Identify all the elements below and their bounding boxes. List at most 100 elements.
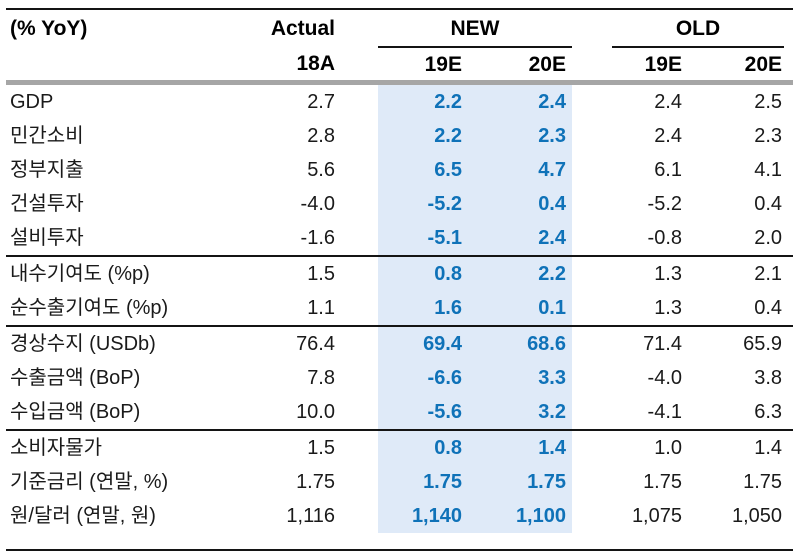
cell-new-19e: 0.8 <box>378 429 466 465</box>
cell-old-20e: 1.4 <box>684 429 785 465</box>
col-header-old-19e: 19E <box>612 47 684 85</box>
row-label: 설비투자 <box>10 227 84 249</box>
cell-old-20e: 1,050 <box>731 505 783 527</box>
cell-new-19e: 1.75 <box>378 465 466 499</box>
spacer <box>784 361 793 395</box>
spacer <box>572 221 612 256</box>
table-row: 순수출기여도 (%p) 1.1 1.6 0.1 1.3 0.4 <box>6 291 793 326</box>
cell-new-20e: 0.1 <box>466 291 572 326</box>
spacer <box>784 9 793 47</box>
cell-actual-18a: 1.75 <box>296 471 335 493</box>
cell-old-19e: 1,075 <box>631 505 682 527</box>
spacer <box>343 119 378 153</box>
cell-actual-18a: 2.7 <box>307 91 335 113</box>
table-row: GDP 2.7 2.2 2.4 2.4 2.5 <box>6 82 793 120</box>
cell-new-20e: 68.6 <box>466 325 572 361</box>
table-row: 건설투자 -4.0 -5.2 0.4 -5.2 0.4 <box>6 187 793 221</box>
cell-actual-18a: 10.0 <box>296 401 335 423</box>
forecast-table: (% YoY) Actual NEW OLD 18A 19E 20E 19E 2… <box>6 8 794 551</box>
cell-actual-18a: 1.5 <box>246 429 343 465</box>
spacer <box>784 429 794 465</box>
row-label: 수입금액 (BoP) <box>10 401 141 423</box>
spacer <box>343 187 378 221</box>
spacer <box>343 361 378 395</box>
spacer <box>572 465 612 499</box>
cell-new-19e: 0.8 <box>378 255 466 291</box>
cell-old-19e: -5.2 <box>647 193 682 215</box>
spacer <box>572 83 612 120</box>
cell-new-20e: 1.75 <box>466 465 572 499</box>
table-row: 정부지출 5.6 6.5 4.7 6.1 4.1 <box>6 153 793 187</box>
cell-actual-18a: 1,116 <box>286 505 335 527</box>
cell-new-19e: -6.6 <box>378 361 466 395</box>
cell-old-19e: -4.0 <box>647 367 682 389</box>
spacer <box>572 291 612 326</box>
table-bottom-rule <box>6 533 793 551</box>
cell-old-20e: 0.4 <box>754 193 783 215</box>
cell-old-19e: 2.4 <box>654 91 682 113</box>
row-label: 민간소비 <box>10 125 84 147</box>
spacer <box>572 255 612 291</box>
spacer <box>343 325 378 361</box>
spacer <box>784 395 793 430</box>
spacer <box>784 465 793 499</box>
spacer <box>572 325 612 361</box>
col-header-new-19e: 19E <box>378 47 466 85</box>
table-row: 수출금액 (BoP) 7.8 -6.6 3.3 -4.0 3.8 <box>6 361 793 395</box>
row-label: 원/달러 (연말, 원) <box>10 505 156 527</box>
spacer <box>784 221 793 256</box>
cell-actual-18a: -4.0 <box>300 193 335 215</box>
cell-old-19e: 1.0 <box>612 429 684 465</box>
cell-new-19e: -5.1 <box>378 221 466 256</box>
cell-old-19e: 1.3 <box>612 255 684 291</box>
table-row: 기준금리 (연말, %) 1.75 1.75 1.75 1.75 1.75 <box>6 465 793 499</box>
row-label: 기준금리 (연말, %) <box>10 471 169 493</box>
spacer <box>784 255 794 291</box>
spacer <box>572 153 612 187</box>
empty-header-cell <box>6 47 246 85</box>
spacer <box>572 47 612 85</box>
economic-forecast-table: (% YoY) Actual NEW OLD 18A 19E 20E 19E 2… <box>6 8 794 533</box>
col-group-old: OLD <box>612 9 785 48</box>
cell-new-20e: 4.7 <box>466 153 572 187</box>
col-group-actual: Actual <box>270 17 335 40</box>
cell-new-20e: 3.2 <box>466 395 572 430</box>
cell-new-19e: 69.4 <box>378 325 466 361</box>
spacer <box>343 499 378 533</box>
cell-new-20e: 0.4 <box>466 187 572 221</box>
cell-old-20e: 2.0 <box>754 227 783 249</box>
cell-old-19e: -0.8 <box>647 227 682 249</box>
table-body: GDP 2.7 2.2 2.4 2.4 2.5 민간소비 2.8 2.2 2.3… <box>6 82 794 533</box>
cell-old-20e: 65.9 <box>684 325 785 361</box>
cell-new-20e: 1,100 <box>466 499 572 533</box>
cell-old-19e: 6.1 <box>654 159 682 181</box>
spacer <box>343 465 378 499</box>
cell-old-20e: 0.4 <box>754 297 783 319</box>
cell-old-19e: 71.4 <box>612 325 684 361</box>
row-label: 순수출기여도 (%p) <box>10 297 169 319</box>
cell-old-20e: 1.75 <box>743 471 783 493</box>
col-header-new-20e: 20E <box>466 47 572 85</box>
spacer <box>572 429 612 465</box>
spacer <box>572 119 612 153</box>
cell-new-19e: 2.2 <box>378 82 466 119</box>
col-group-new: NEW <box>378 9 572 48</box>
cell-old-20e: 2.3 <box>754 125 783 147</box>
cell-old-20e: 2.1 <box>684 255 785 291</box>
row-label: 수출금액 (BoP) <box>10 367 141 389</box>
spacer <box>343 153 378 187</box>
spacer <box>572 395 612 430</box>
cell-new-20e: 2.4 <box>466 82 572 119</box>
spacer <box>343 395 378 430</box>
col-header-old-20e: 20E <box>684 47 785 85</box>
col-header-actual-18a: 18A <box>246 47 343 85</box>
spacer <box>784 153 793 187</box>
cell-old-19e: -4.1 <box>647 401 682 423</box>
spacer <box>784 83 793 120</box>
cell-new-20e: 2.3 <box>466 119 572 153</box>
header-row-years: 18A 19E 20E 19E 20E <box>6 47 794 85</box>
cell-new-20e: 3.3 <box>466 361 572 395</box>
cell-old-20e: 3.8 <box>754 367 783 389</box>
table-row: 소비자물가 1.5 0.8 1.4 1.0 1.4 <box>6 429 794 465</box>
cell-old-20e: 2.5 <box>754 91 783 113</box>
